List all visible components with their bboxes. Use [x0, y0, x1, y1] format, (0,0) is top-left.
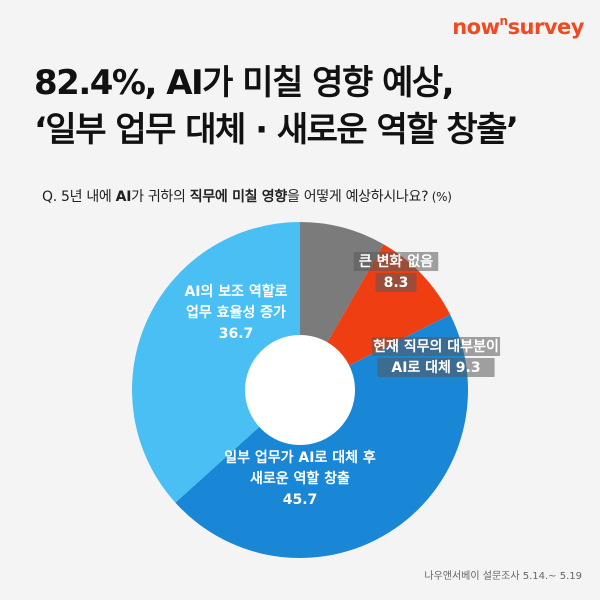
label-highlight [375, 273, 417, 292]
question-text-1: Q. 5년 내에 [42, 189, 116, 205]
brand-logo: nownsurvey [452, 14, 584, 39]
donut-hole [245, 335, 355, 445]
question-bold-1: AI [115, 189, 132, 205]
slice-category-label: AI로 대체 9.3 [391, 360, 480, 376]
slice-category-label: 현재 직무의 대부분이 [373, 338, 499, 355]
slice-category-label: 새로운 역할 창출 [250, 470, 350, 487]
slice-category-label: 일부 업무가 AI로 대체 후 [224, 450, 376, 466]
pie-slice [131, 222, 300, 503]
slice-label: 현재 직무의 대부분이 AI로 대체 9.3 [371, 337, 501, 377]
brand-logo-prefix: now [452, 15, 500, 39]
question-text-2: 가 귀하의 [131, 189, 190, 205]
question-unit: (%) [428, 190, 452, 204]
brand-logo-sup: n [499, 14, 509, 28]
slice-category-label: AI의 보조 역할로 [184, 283, 287, 300]
source-note: 나우앤서베이 설문조사 5.14.~ 5.19 [424, 571, 582, 582]
survey-question: Q. 5년 내에 AI가 귀하의 직무에 미칠 영향을 어떻게 예상하시나요? … [42, 186, 582, 206]
brand-logo-suffix: survey [507, 15, 585, 39]
slice-category-label: 큰 변화 없음 [359, 254, 433, 270]
slice-category-label: 업무 효율성 증가 [186, 304, 286, 321]
slice-value-label: 8.3 [384, 275, 409, 291]
label-highlight [377, 358, 495, 377]
label-highlight [353, 252, 439, 271]
slice-value-label: 36.7 [219, 326, 254, 342]
page-title: 82.4%, AI가 미칠 영향 예상, ‘일부 업무 대체 · 새로운 역할 … [34, 60, 584, 154]
title-line-1: 82.4%, AI가 미칠 영향 예상, [34, 63, 455, 103]
question-bold-2: 직무에 미칠 영향 [189, 189, 288, 205]
question-text-3: 을 어떻게 예상하시나요? [286, 189, 429, 205]
slice-value-label: 45.7 [283, 492, 318, 508]
slice-label: 큰 변화 없음 8.3 [353, 252, 439, 292]
title-line-2: ‘일부 업무 대체 · 새로운 역할 창출’ [34, 110, 519, 150]
label-highlight [371, 337, 501, 356]
